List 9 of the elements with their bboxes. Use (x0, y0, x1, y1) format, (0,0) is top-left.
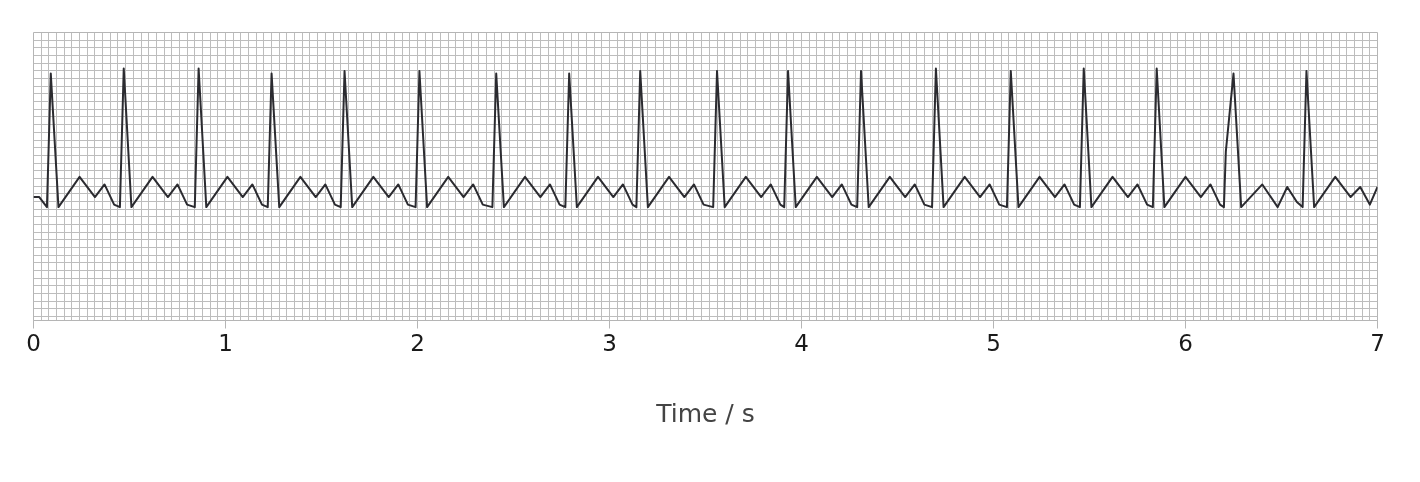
x-tick-label: 4 (794, 329, 809, 356)
x-tick-label: 1 (218, 329, 233, 356)
x-tick-label: 5 (986, 329, 1001, 356)
x-tick-label: 6 (1178, 329, 1193, 356)
x-tick-label: 7 (1370, 329, 1385, 356)
x-tick-label: 2 (410, 329, 425, 356)
x-tick-label: 0 (26, 329, 41, 356)
x-tick-label: 3 (602, 329, 617, 356)
x-axis-title: Time / s (655, 398, 755, 428)
